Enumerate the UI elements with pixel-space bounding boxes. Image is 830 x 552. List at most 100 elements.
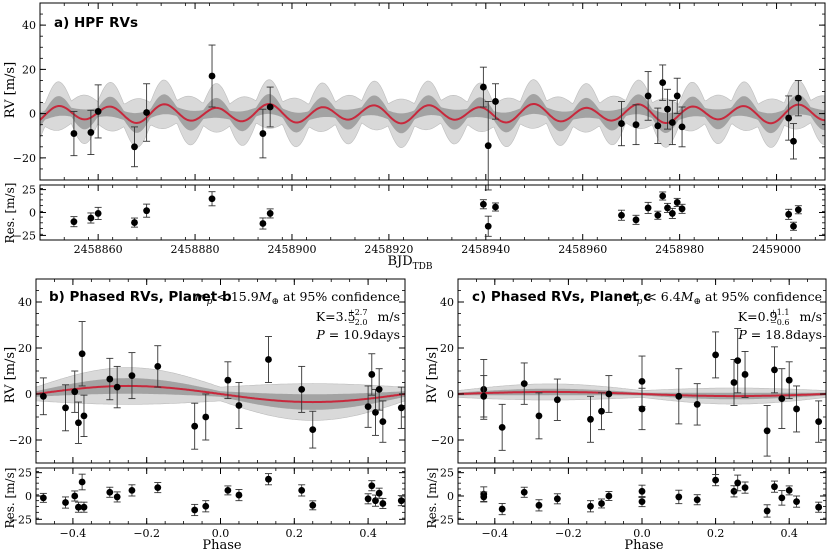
panel-b-res-point [364,495,372,503]
c-mass-unit-sub: ⊕ [694,297,702,307]
panel-a-point [618,120,625,127]
c-mass-text: < 6.4 [642,289,680,304]
panel-c-res-xtick-label: 0.4 [780,527,798,540]
panel-b-point [309,426,317,434]
panel-a-point [131,143,138,151]
panel-a-res-ytick-label: 0 [29,207,36,220]
panel-a-res-point [87,214,95,222]
panel-c-k-annotation: K=0.9 m/s [738,309,822,324]
panel-b-point [113,383,121,391]
panel-a-model-line [40,102,825,125]
panel-a-xlabel: BJDTDB [387,254,432,272]
panel-a-xlabel-sub: TDB [413,262,433,272]
panel-a-point [659,79,667,87]
panel-a-res-point [654,211,662,219]
panel-a-point [208,72,216,80]
panel-b-ytick-label: 40 [18,296,32,309]
panel-b-title: b) Phased RVs, Planet b [49,289,232,305]
panel-c-res-point [598,500,605,507]
panel-a-ytick-label: −20 [13,152,36,165]
panel-c-res-ytick-label: 25 [440,467,454,480]
panel-c-point [771,366,778,374]
panel-a-res-point [664,204,671,212]
panel-c-res-point [693,496,701,504]
panel-b-res-point [71,492,79,500]
panel-a-res-frame [39,184,826,241]
panel-a-res-point [794,206,802,214]
c-k-up: +1.1 [770,308,789,317]
panel-a-point [790,137,797,145]
panel-c-point [785,376,793,384]
panel-a-res-point [659,192,667,200]
panel-c-point [598,407,605,415]
panel-a-res-point [131,219,138,226]
panel-c-mass-annotation: mp < 6.4M⊕ at 95% confidence [625,289,822,307]
panel-c-res-point [675,493,683,501]
b-k-label: K=3.5 [316,309,356,324]
panel-c-point [535,412,543,420]
panel-b-res-point [298,487,306,494]
panel-a-ytick-label: 0 [29,108,36,121]
panel-a-res-point [479,200,487,208]
panel-c-res-point [638,487,646,495]
panel-a-point [266,103,274,111]
panel-a-res-xtick-label: 2458920 [364,243,413,256]
panel-b-ytick-label: 20 [18,342,32,355]
panel-b-res-point [128,487,136,494]
panel-c-point [712,351,719,359]
panel-a-res-ytick-label: −25 [13,229,36,242]
panel-a-res-point [266,210,274,217]
panel-c-res-point [815,503,823,511]
panel-b-res-point [235,491,243,499]
panel-b-res-point [379,500,387,507]
c-p-value: = 18.8days [747,327,822,342]
panel-c-res-point [771,483,778,491]
panel-a-res-xtick-label: 2458980 [655,243,704,256]
panel-b-point [39,392,47,400]
b-k-unit: m/s [378,309,400,324]
panel-a-res-xtick-label: 2459000 [752,243,801,256]
panel-c-res-point [498,505,506,513]
panel-c-point [793,405,800,413]
panel-c-res-xtick-label: 0.2 [707,527,725,540]
panel-a-point [668,119,676,126]
panel-b-point [80,412,88,420]
panel-b-point [224,376,232,384]
panel-c-res-point [587,502,594,510]
panel-b-res-xtick-label: −0.2 [133,527,160,540]
panel-c-res-point [520,488,528,496]
b-k-down: −2.0 [348,318,367,327]
panel-c-ytick-label: 0 [447,388,454,401]
panel-b-point [75,419,82,427]
panel-b-model-line [36,384,405,404]
panel-c-point [520,380,528,388]
panel-b-mass-annotation: mp < 15.9M⊕ at 95% confidence [195,289,400,307]
panel-a-model-band-inner [40,94,825,134]
panel-c-point [498,423,506,431]
panel-b-res-point [397,497,405,505]
panel-a-res-xtick-label: 2458940 [461,243,510,256]
panel-b-res-ytick-label: −25 [9,513,32,526]
panel-b-point [364,403,372,411]
panel-a-res-point [208,195,216,203]
b-p-value: = 10.9days [325,327,400,342]
b-mass-text: < 15.9 [212,289,258,304]
panel-a-res-point [790,222,797,230]
panel-c-point [638,405,646,413]
b-mass-sub: p [207,297,213,307]
panel-c-ylabel: RV [m/s] [425,347,440,403]
panel-b-res-xtick-label: −0.4 [60,527,87,540]
panel-a-point [94,108,102,115]
panel-a-point [785,114,793,122]
panel-b-res-point [202,502,210,510]
b-p-label: P [315,327,325,342]
panel-a-res-xtick-label: 2458900 [267,243,316,256]
panel-b-ylabel: RV [m/s] [3,347,18,403]
panel-a-xlabel-main: BJD [387,254,412,269]
panel-c-res-point [535,501,543,509]
panel-c-res-xtick-label: −0.2 [555,527,582,540]
panel-a-point [673,92,681,100]
panel-c-ytick-label: 40 [440,296,454,309]
panel-b-planet-b: −20 0 20 40 −25 0 25 −0.4 −0.2 0.0 0.2 0.4 b) Phas… [3,278,406,552]
panel-a-res-ytick-label: 25 [22,184,36,197]
